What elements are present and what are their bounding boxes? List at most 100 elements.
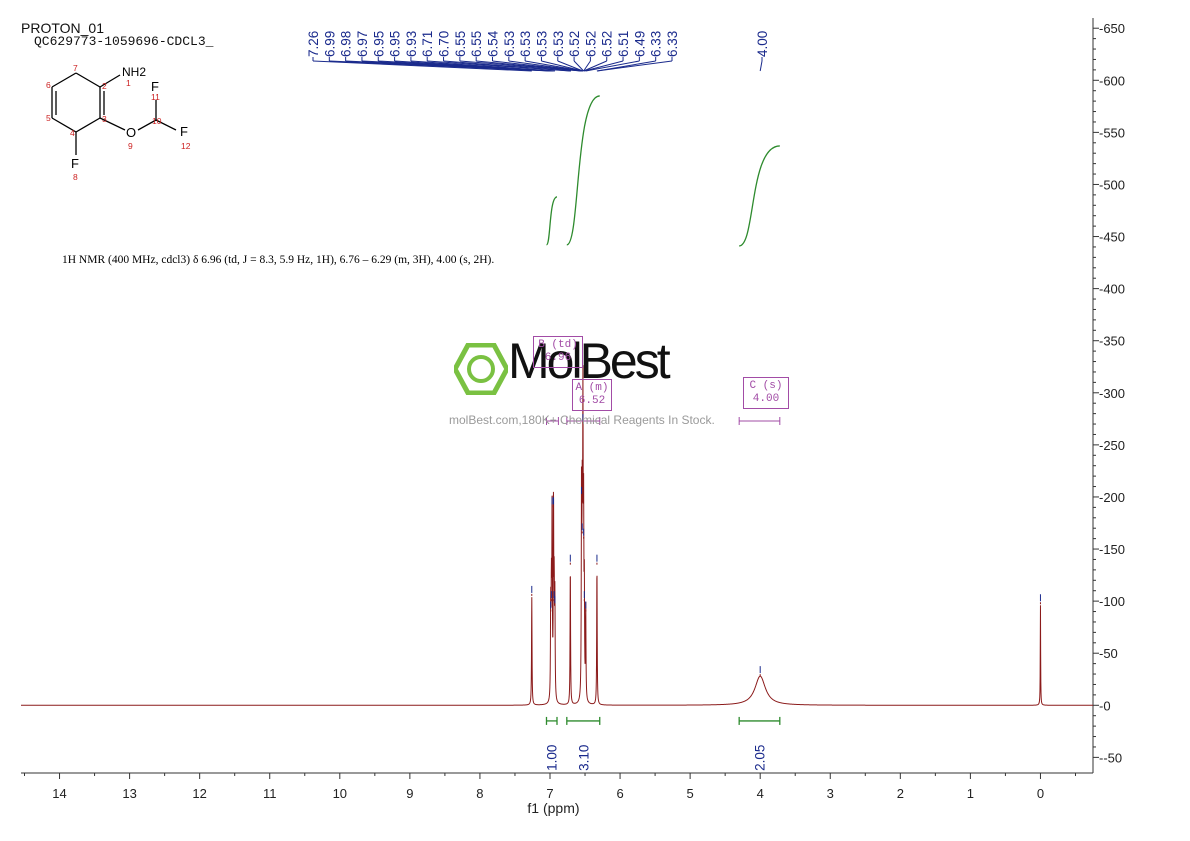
peak-label-connector [557, 60, 584, 72]
oxygen-label: O [126, 125, 136, 140]
integral-value: 1.00 [545, 745, 560, 771]
peak-label: 6.49 [632, 31, 647, 57]
peak-label-connector [312, 60, 532, 72]
atom-number: 11 [151, 92, 160, 102]
integral-value: 3.10 [576, 745, 591, 771]
sample-id: QC629773-1059696-CDCL3_ [34, 34, 214, 49]
x-tick-label: 1 [967, 786, 974, 801]
y-tick-label: -350 [1099, 334, 1125, 349]
peak-label-connector [759, 60, 763, 72]
multiplet-label-box: C (s) 4.00 [743, 377, 789, 409]
x-tick-label: 5 [687, 786, 694, 801]
peak-label: 6.95 [371, 31, 386, 57]
peak-label: 6.52 [583, 31, 598, 57]
experiment-title: PROTON_01 [21, 20, 104, 36]
x-tick-label: 14 [52, 786, 66, 801]
peak-label: 6.70 [437, 31, 452, 57]
peak-label: 6.95 [388, 31, 403, 57]
y-tick-label: -650 [1099, 21, 1125, 36]
x-tick-label: 10 [333, 786, 347, 801]
atom-number: 2 [102, 81, 107, 91]
spectrum-group [21, 365, 1093, 706]
multiplet-shift: 6.52 [578, 395, 606, 407]
peak-label: 6.52 [600, 31, 615, 57]
x-tick-label: 13 [122, 786, 136, 801]
y-tick-label: -150 [1099, 542, 1125, 557]
y-tick-label: -300 [1099, 386, 1125, 401]
multiplet-ranges [545, 417, 781, 425]
x-tick-label: 9 [406, 786, 413, 801]
y-tick-label: -200 [1099, 490, 1125, 505]
y-tick-label: -550 [1099, 125, 1125, 140]
fluorine-11-label: F [151, 79, 159, 94]
atom-number: 3 [102, 114, 107, 124]
molbest-logo-icon [454, 343, 508, 395]
peak-label: 6.99 [322, 31, 337, 57]
y-tick-label: -400 [1099, 282, 1125, 297]
peak-label: 6.53 [551, 31, 566, 57]
x-axis-label: f1 (ppm) [527, 800, 579, 816]
integral-curve [738, 145, 780, 247]
peak-label: 4.00 [755, 31, 770, 57]
x-tick-label: 0 [1037, 786, 1044, 801]
peak-label: 6.71 [420, 31, 435, 57]
fluorine-8-label: F [71, 156, 79, 171]
multiplet-shift: 6.96 [544, 352, 572, 364]
atom-number: 12 [181, 141, 191, 151]
peak-label: 6.51 [616, 31, 631, 57]
peak-label: 6.98 [339, 31, 354, 57]
peak-label: 6.55 [469, 31, 484, 57]
peak-label-connector [585, 60, 640, 72]
y-tick-label: -100 [1099, 594, 1125, 609]
peak-label-connector [584, 60, 624, 72]
nh2-label: NH2 [122, 65, 146, 79]
molecule-structure: NH2 O F F F 1 2 3 4 5 6 7 8 9 10 11 12 [46, 63, 191, 182]
peak-label-connector [573, 60, 584, 72]
multiplet-label-box: A (m) 6.52 [572, 379, 612, 411]
x-tick-label: 3 [827, 786, 834, 801]
y-tick-label: -250 [1099, 438, 1125, 453]
peak-label: 6.33 [665, 31, 680, 57]
atom-number: 6 [46, 80, 51, 90]
peak-label: 7.26 [306, 31, 321, 57]
nmr-summary-text: 1H NMR (400 MHz, cdcl3) δ 6.96 (td, J = … [62, 254, 495, 266]
integral-curve [566, 95, 600, 246]
x-tick-label: 4 [757, 786, 764, 801]
integral-curve [545, 196, 558, 246]
multiplet-shift: 4.00 [752, 393, 780, 405]
x-tick-label: 8 [476, 786, 483, 801]
y-tick-label: -0 [1099, 698, 1111, 713]
peak-label-connector [443, 60, 572, 72]
peak-label: 6.97 [355, 31, 370, 57]
y-tick-label: --50 [1099, 750, 1122, 765]
watermark-url: molBest.com,180K+ Chemical Reagents In S… [449, 413, 715, 427]
atom-number: 4 [70, 128, 75, 138]
peak-label-connector [583, 60, 591, 72]
peak-label-connector [583, 60, 607, 72]
x-tick-label: 11 [263, 786, 277, 801]
peak-label-connector [410, 60, 555, 72]
peak-label: 6.52 [567, 31, 582, 57]
peak-label: 6.93 [404, 31, 419, 57]
atom-number: 9 [128, 141, 133, 151]
axes-group: 14 13 12 11 10 9 8 7 6 5 4 3 2 1 0f1 (ppm)-650-600-550… [21, 18, 1125, 816]
peak-label: 6.53 [502, 31, 517, 57]
y-tick-label: -450 [1099, 230, 1125, 245]
y-tick-label: -500 [1099, 177, 1125, 192]
multiplet-label: A (m) [575, 382, 609, 394]
spectrum-trace [21, 365, 1093, 706]
integral-value: 2.05 [752, 745, 767, 771]
peak-label: 6.53 [534, 31, 549, 57]
fluorine-12-label: F [180, 124, 188, 139]
atom-number: 8 [73, 172, 78, 182]
y-tick-label: -600 [1099, 73, 1125, 88]
x-tick-label: 7 [546, 786, 553, 801]
atom-number: 10 [152, 116, 162, 126]
multiplet-label-box: B (td) 6.96 [533, 336, 583, 368]
atom-number: 5 [46, 113, 51, 123]
x-tick-label: 12 [192, 786, 206, 801]
peak-label-connector [541, 60, 584, 72]
multiplet-label: B (td) [538, 339, 578, 351]
multiplet-label: C (s) [749, 380, 783, 392]
